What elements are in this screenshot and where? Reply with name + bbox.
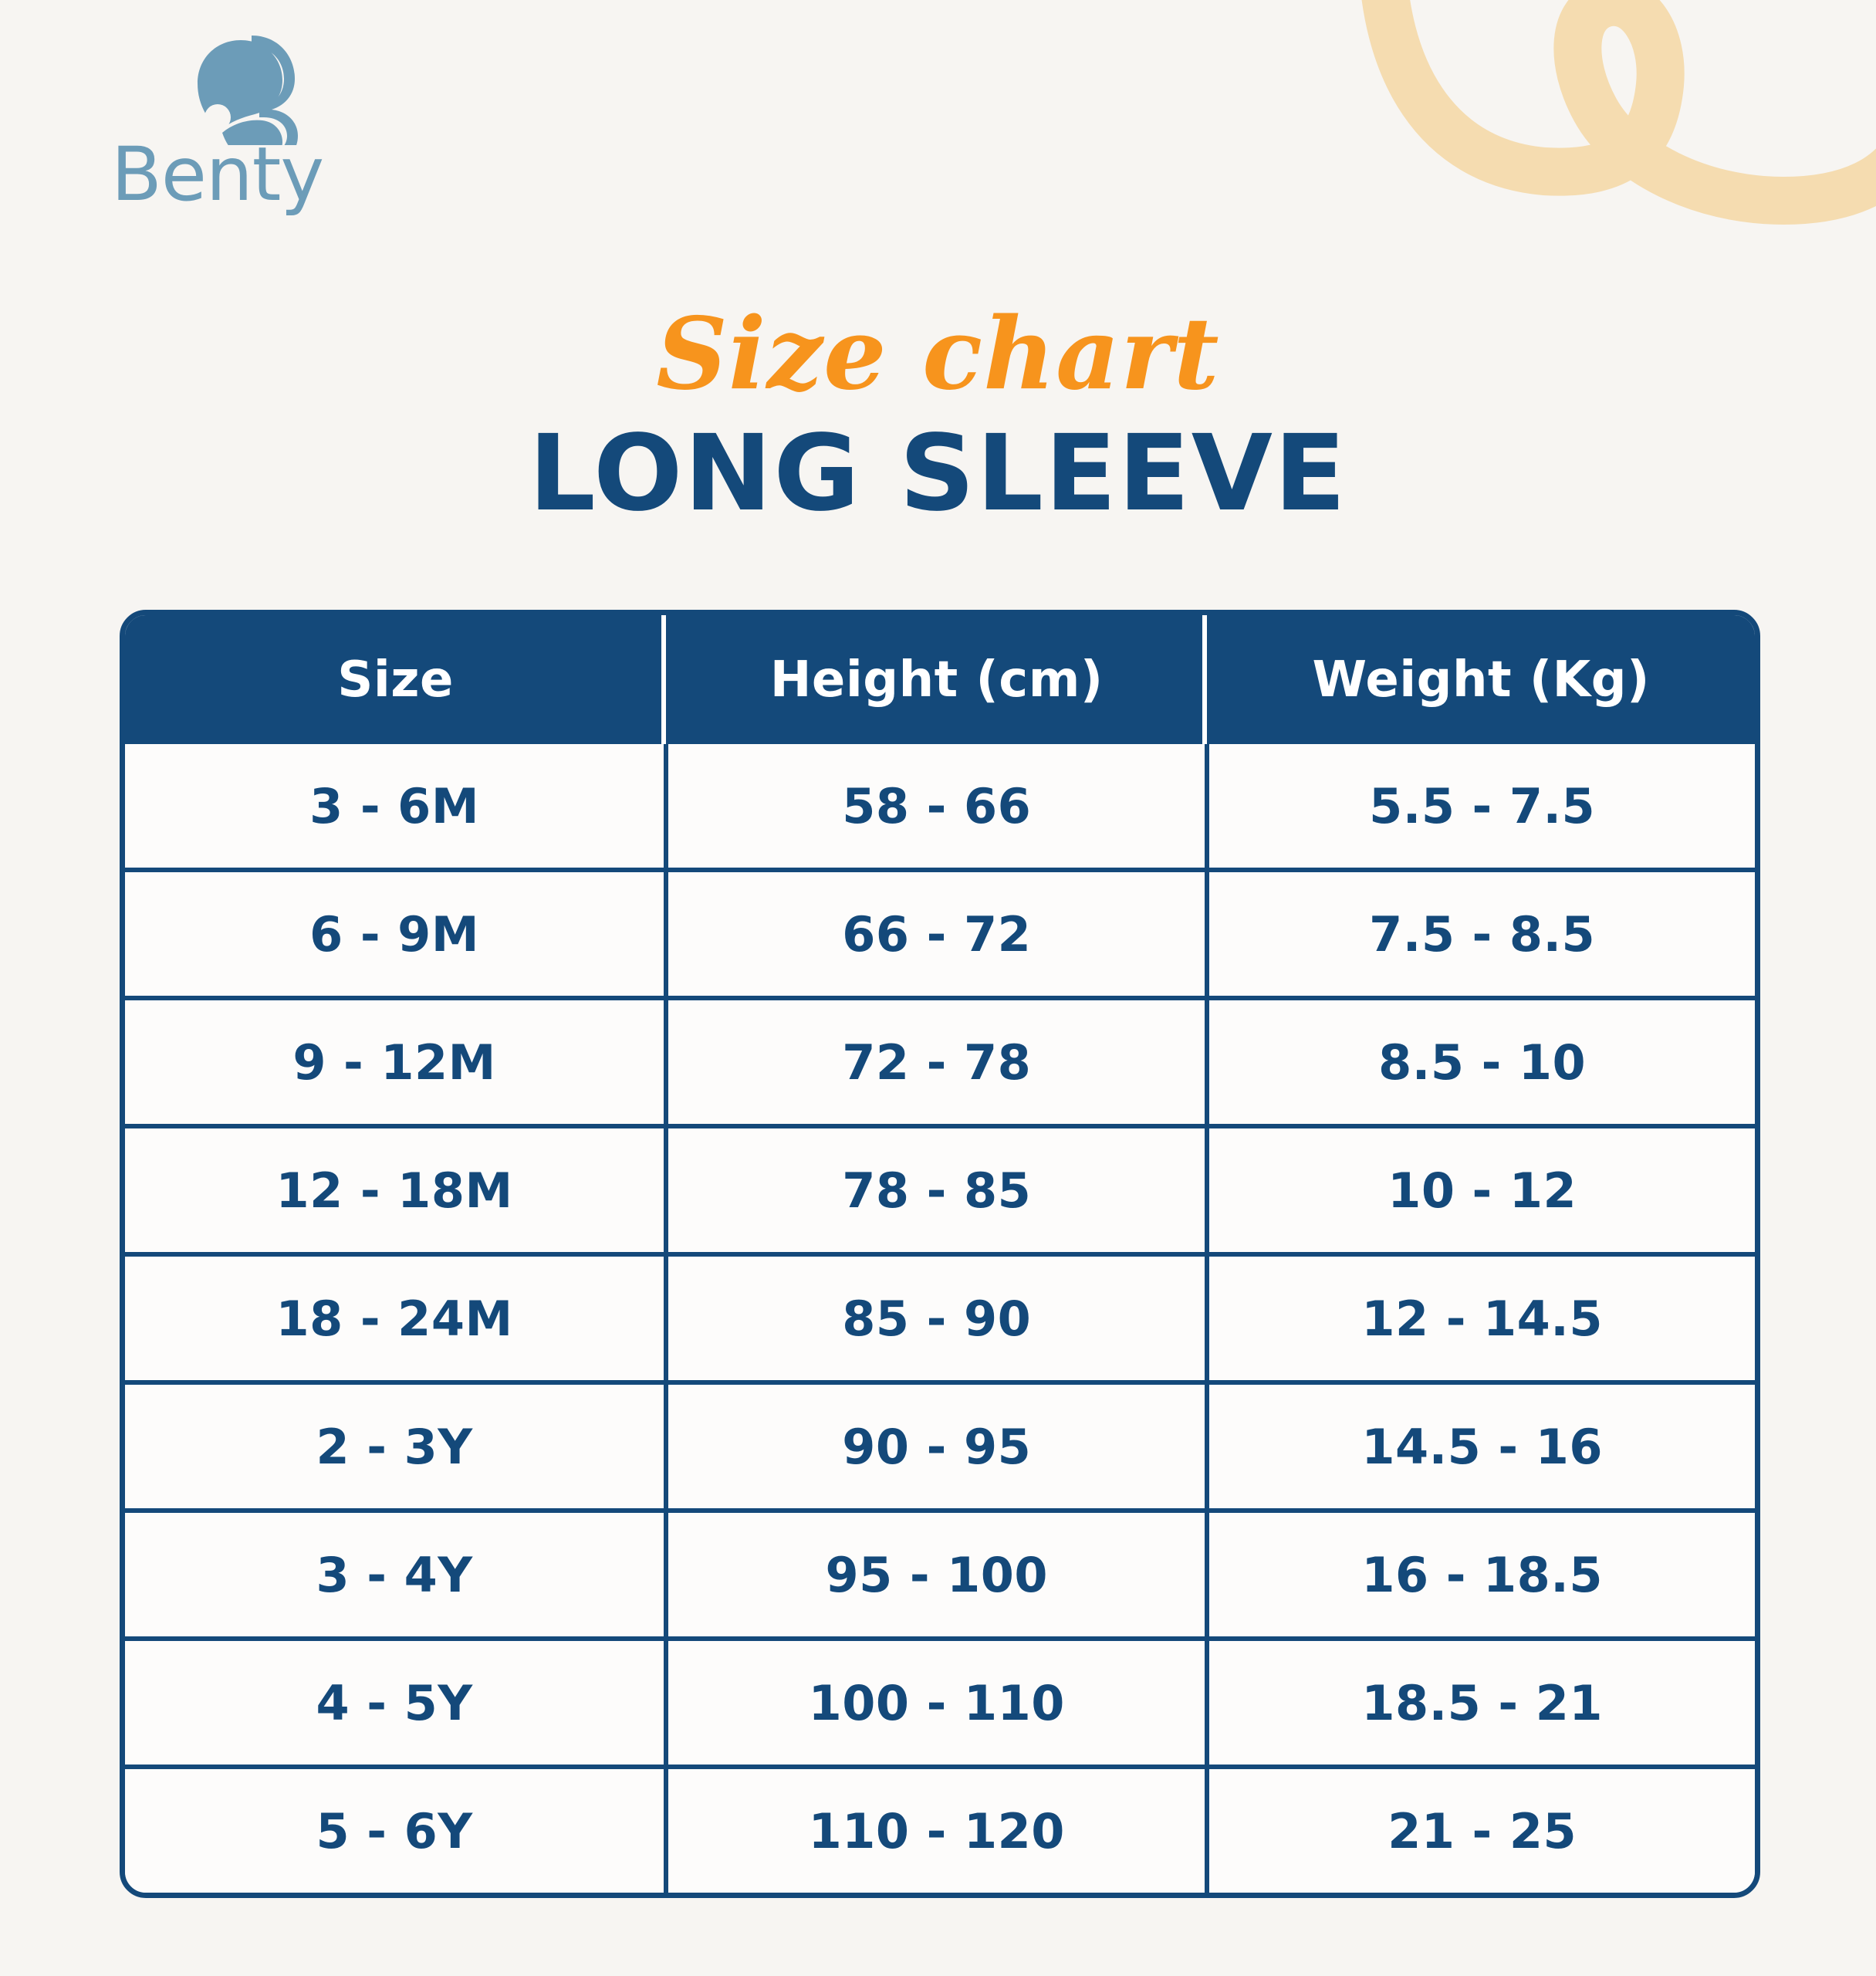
- cell-height: 78 - 85: [666, 1126, 1210, 1257]
- cell-size: 2 - 3Y: [125, 1382, 669, 1513]
- size-chart-table-container: Size Height (cm) Weight (Kg) 3 - 6M 58 -…: [120, 610, 1760, 1898]
- column-header-height: Height (cm): [666, 615, 1208, 744]
- title-block: Size chart LONG SLEEVE: [0, 301, 1876, 536]
- table-row: 2 - 3Y 90 - 95 14.5 - 16: [125, 1382, 1755, 1513]
- cell-height: 90 - 95: [666, 1382, 1210, 1513]
- cell-weight: 12 - 14.5: [1207, 1254, 1755, 1385]
- loop-squiggle-icon: [1361, 0, 1876, 225]
- cell-size: 3 - 6M: [125, 744, 669, 872]
- cell-size: 18 - 24M: [125, 1254, 669, 1385]
- cell-weight: 16 - 18.5: [1207, 1511, 1755, 1641]
- table-row: 3 - 6M 58 - 66 5.5 - 7.5: [125, 744, 1755, 872]
- column-header-size: Size: [125, 615, 667, 744]
- page-title: LONG SLEEVE: [529, 413, 1347, 536]
- corner-squiggle-decoration: [1351, 0, 1876, 293]
- cell-size: 4 - 5Y: [125, 1639, 669, 1769]
- table-row: 12 - 18M 78 - 85 10 - 12: [125, 1126, 1755, 1257]
- table-row: 18 - 24M 85 - 90 12 - 14.5: [125, 1254, 1755, 1385]
- cell-weight: 5.5 - 7.5: [1207, 744, 1755, 872]
- cell-size: 9 - 12M: [125, 998, 669, 1128]
- cell-size: 12 - 18M: [125, 1126, 669, 1257]
- cell-height: 95 - 100: [666, 1511, 1210, 1641]
- cell-height: 100 - 110: [666, 1639, 1210, 1769]
- baby-logo-icon: [198, 36, 298, 145]
- cell-height: 58 - 66: [666, 744, 1210, 872]
- cell-weight: 18.5 - 21: [1207, 1639, 1755, 1769]
- cell-weight: 10 - 12: [1207, 1126, 1755, 1257]
- cell-weight: 7.5 - 8.5: [1207, 870, 1755, 1000]
- table-header-row: Size Height (cm) Weight (Kg): [125, 615, 1755, 744]
- cell-weight: 8.5 - 10: [1207, 998, 1755, 1128]
- cell-height: 85 - 90: [666, 1254, 1210, 1385]
- table-row: 5 - 6Y 110 - 120 21 - 25: [125, 1767, 1755, 1893]
- column-header-weight: Weight (Kg): [1207, 615, 1755, 744]
- cell-height: 110 - 120: [666, 1767, 1210, 1893]
- cell-height: 66 - 72: [666, 870, 1210, 1000]
- cell-size: 5 - 6Y: [125, 1767, 669, 1893]
- brand-name: Benty: [111, 131, 324, 218]
- cell-size: 6 - 9M: [125, 870, 669, 1000]
- table-body: 3 - 6M 58 - 66 5.5 - 7.5 6 - 9M 66 - 72 …: [125, 744, 1755, 1893]
- cell-weight: 21 - 25: [1207, 1767, 1755, 1893]
- cell-size: 3 - 4Y: [125, 1511, 669, 1641]
- table-row: 3 - 4Y 95 - 100 16 - 18.5: [125, 1511, 1755, 1641]
- script-title: Size chart: [656, 296, 1220, 412]
- table-header: Size Height (cm) Weight (Kg): [125, 615, 1755, 744]
- cell-height: 72 - 78: [666, 998, 1210, 1128]
- size-chart-table: Size Height (cm) Weight (Kg) 3 - 6M 58 -…: [125, 615, 1755, 1893]
- table-row: 4 - 5Y 100 - 110 18.5 - 21: [125, 1639, 1755, 1769]
- cell-weight: 14.5 - 16: [1207, 1382, 1755, 1513]
- brand-logo: Benty: [108, 29, 401, 211]
- table-row: 6 - 9M 66 - 72 7.5 - 8.5: [125, 870, 1755, 1000]
- table-row: 9 - 12M 72 - 78 8.5 - 10: [125, 998, 1755, 1128]
